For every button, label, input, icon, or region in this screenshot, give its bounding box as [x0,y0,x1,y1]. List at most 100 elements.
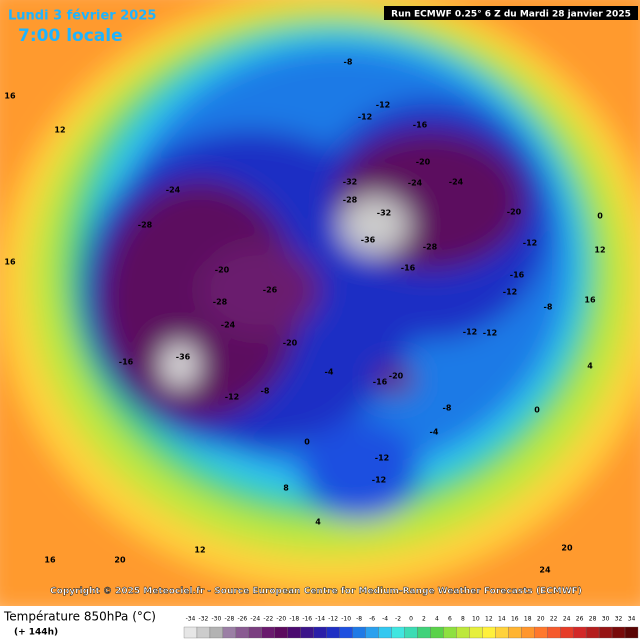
legend-swatch [235,626,250,639]
legend-label: -6 [369,616,375,623]
contour-label: -26 [263,286,278,295]
legend-swatch [391,626,405,639]
legend-swatch [482,626,496,639]
legend-label: -34 [186,616,196,623]
contour-label: 4 [587,362,593,371]
legend-label: -26 [237,616,247,623]
legend-swatch [261,626,275,639]
temperature-field [0,0,640,620]
legend-swatch [352,626,366,639]
map-labels: -8-12-12-16-20-24-32 -24-28-32-36-28-20-1… [4,58,605,575]
contour-label: 0 [597,212,603,221]
contour-label: 0 [304,438,310,447]
contour-label: -8 [261,387,270,396]
legend-swatch [209,626,224,639]
legend-label: 12 [485,616,493,623]
contour-label: -24 [221,321,236,330]
contour-label: -16 [119,358,134,367]
contour-label: -20 [389,372,404,381]
contour-label: -28 [343,196,358,205]
legend-swatch [274,626,288,639]
contour-label: -12 [483,329,497,338]
contour-label: -36 [176,353,191,362]
contour-label: -24 [449,178,464,187]
legend-swatch [508,626,522,639]
legend-swatch [547,626,561,639]
legend-swatch [430,626,444,639]
legend-label: 32 [615,616,623,623]
legend-swatch [248,626,262,639]
legend-swatch [443,626,457,639]
legend-swatch [521,626,535,639]
legend-label: -28 [224,616,234,623]
legend-swatch [560,626,574,639]
legend-swatch [222,626,237,639]
legend-label: -22 [263,616,273,623]
contour-label: -16 [401,264,416,273]
contour-label: -20 [507,208,522,217]
legend-swatch [598,626,613,639]
contour-label: 12 [594,246,605,255]
legend-swatch [585,626,600,639]
legend-swatch [287,626,301,639]
contour-label: -12 [503,288,517,297]
contour-label: 8 [283,484,289,493]
contour-label: -16 [510,271,525,280]
legend-label: -32 [199,616,209,623]
legend-label: 2 [422,616,426,623]
run-box [384,6,638,20]
legend-swatch [365,626,379,639]
contour-label: 12 [194,546,205,555]
contour-label: -20 [215,266,230,275]
legend-label: 10 [472,616,480,623]
contour-label: -4 [430,428,439,437]
legend-swatch [456,626,470,639]
contour-label: 4 [315,518,321,527]
contour-label: -12 [523,239,537,248]
forecast-date: Lundi 3 février 2025 [8,9,156,24]
legend-swatch [378,626,392,639]
contour-label: -16 [413,121,428,130]
legend-label: 20 [537,616,545,623]
contour-label: 0 [534,406,540,415]
contour-label: -12 [225,393,239,402]
legend-label: -16 [302,616,312,623]
copyright: Copyright © 2025 Meteociel.fr - Source E… [50,587,582,597]
contour-label: -8 [443,404,452,413]
contour-label: -12 [376,101,390,110]
footer-title: Température 850hPa (°C) [3,610,156,624]
legend-label: 0 [409,616,413,623]
legend-swatch [534,626,548,639]
legend-label: 28 [589,616,597,623]
legend-label: 4 [435,616,439,623]
legend-label: 26 [576,616,584,623]
contour-label: -28 [138,221,153,230]
contour-label: -12 [358,113,372,122]
contour-label: -12 [375,454,389,463]
contour-label: -4 [325,368,334,377]
legend-label: -10 [341,616,351,623]
legend-label: -8 [356,616,362,623]
legend-label: -14 [315,616,325,623]
legend-swatch [326,626,340,639]
legend-swatch [495,626,509,639]
contour-label: 16 [44,556,56,565]
legend-swatch [624,626,639,639]
contour-label: -24 [408,179,423,188]
contour-label: -8 [344,58,353,67]
legend-swatch [313,626,327,639]
contour-label: -32 [377,209,391,218]
contour-label: -12 [372,476,386,485]
legend-label: 22 [550,616,558,623]
contour-label: 20 [114,556,126,565]
contour-label: 16 [4,258,16,267]
legend-label: 18 [524,616,532,623]
legend-label: 8 [461,616,465,623]
legend-label: 16 [511,616,519,623]
legend-swatch [300,626,314,639]
contour-label: 12 [54,126,65,135]
contour-label: -20 [416,158,431,167]
legend-label: -18 [289,616,299,623]
contour-label: -28 [423,243,438,252]
contour-label: -8 [544,303,553,312]
